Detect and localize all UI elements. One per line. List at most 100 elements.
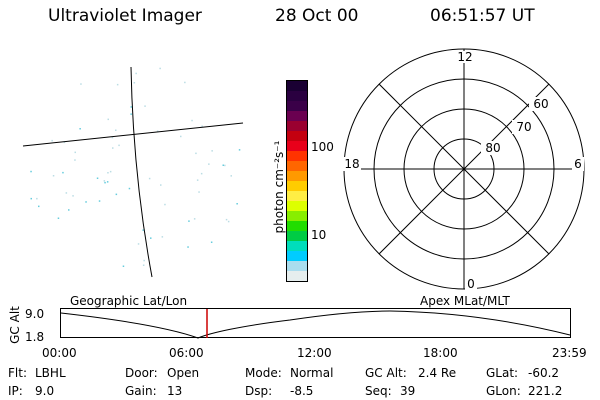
gain-value: 13 — [167, 384, 183, 398]
filter-value: LBHL — [35, 366, 66, 380]
image-speckle — [227, 220, 230, 223]
timeline-frame — [60, 308, 571, 338]
latitude-line — [22, 122, 244, 147]
timeline-xtick-0600: 06:00 — [169, 346, 204, 360]
image-speckle — [208, 163, 210, 165]
image-speckle — [72, 195, 74, 197]
image-speckle — [96, 177, 99, 179]
altitude-timeline-plot — [60, 308, 571, 339]
image-speckle — [74, 151, 76, 154]
image-speckle — [150, 237, 152, 239]
colorbar-segment — [287, 171, 307, 181]
image-speckle — [188, 220, 190, 222]
image-speckle — [36, 197, 38, 200]
mlt-label-12: 12 — [457, 50, 472, 64]
colorbar-segment — [287, 231, 307, 241]
image-speckle — [230, 175, 232, 177]
image-speckle — [133, 82, 136, 84]
lat-label-80: 80 — [485, 141, 500, 155]
mlt-label-18: 18 — [344, 157, 359, 171]
image-speckle — [128, 187, 131, 190]
image-speckle — [198, 191, 200, 193]
image-speckle — [191, 119, 193, 122]
colorbar-segment — [287, 201, 307, 211]
image-speckle — [222, 164, 224, 166]
image-speckle — [52, 175, 55, 177]
image-speckle — [200, 172, 203, 175]
gcalt-value: 2.4 Re — [418, 366, 457, 380]
image-speckle — [193, 218, 196, 220]
instrument-title: Ultraviolet Imager — [48, 6, 202, 26]
image-speckle — [63, 141, 66, 144]
image-speckle — [148, 177, 151, 180]
colorbar-segment — [287, 161, 307, 171]
image-speckle — [160, 184, 162, 186]
ip-label: IP: — [8, 384, 23, 398]
seq-label: Seq: — [365, 384, 392, 398]
image-speckle — [68, 209, 70, 211]
image-speckle — [180, 135, 182, 138]
image-speckle — [79, 128, 81, 130]
filter-label: Flt: — [8, 366, 27, 380]
image-speckle — [130, 113, 132, 115]
mlt-label-6: 6 — [574, 157, 582, 171]
image-speckle — [184, 81, 186, 84]
glat-label: GLat: — [486, 366, 519, 380]
image-speckle — [122, 265, 125, 267]
timeline-xtick-1800: 18:00 — [423, 346, 458, 360]
door-value: Open — [167, 366, 200, 380]
timeline-xtick-1200: 12:00 — [297, 346, 332, 360]
mode-value: Normal — [290, 366, 334, 380]
image-speckle — [156, 130, 159, 132]
colorbar-segment — [287, 141, 307, 151]
timeline-ytick-low: 1.8 — [25, 330, 45, 344]
timeline-ylabel: GC Alt — [8, 306, 22, 344]
image-speckle — [112, 147, 114, 149]
colorbar-segment — [287, 91, 307, 101]
gain-label: Gain: — [125, 384, 157, 398]
image-speckle — [85, 201, 87, 203]
colorbar-segment — [287, 151, 307, 161]
dsp-value: -8.5 — [290, 384, 314, 398]
image-speckle — [109, 170, 112, 173]
image-speckle — [201, 125, 203, 127]
colorbar-segment — [287, 131, 307, 141]
longitude-line — [130, 66, 153, 278]
image-speckle — [107, 172, 109, 174]
colorbar-segment — [287, 111, 307, 121]
colorbar-segment — [287, 81, 307, 91]
colorbar-segment — [287, 241, 307, 251]
colorbar-segment — [287, 251, 307, 261]
mode-label: Mode: — [245, 366, 282, 380]
image-speckle — [142, 264, 145, 266]
image-speckle — [115, 129, 117, 131]
image-speckle — [211, 150, 213, 152]
image-speckle — [224, 164, 226, 167]
mlt-label-0: 0 — [467, 277, 475, 291]
image-speckle — [161, 236, 164, 238]
colorbar-segment — [287, 271, 307, 281]
image-speckle — [130, 106, 132, 108]
timeline-xtick-2359: 23:59 — [552, 346, 587, 360]
image-speckle — [137, 243, 140, 245]
image-speckle — [38, 205, 40, 208]
image-speckle — [238, 149, 241, 151]
time-label: 06:51:57 UT — [430, 6, 535, 26]
image-speckle — [111, 136, 114, 139]
image-speckle — [135, 72, 137, 75]
image-speckle — [210, 241, 213, 243]
image-speckle — [225, 218, 228, 221]
colorbar-tick-10: 10 — [311, 228, 327, 242]
lat-label-60: 60 — [533, 97, 548, 111]
altitude-curve — [60, 310, 571, 339]
image-speckles — [30, 67, 241, 267]
image-speckle — [107, 118, 109, 121]
timeline-xtick-0000: 00:00 — [42, 346, 77, 360]
image-speckle — [98, 200, 101, 202]
geographic-title: Geographic Lat/Lon — [70, 294, 188, 308]
lat-label-70: 70 — [516, 120, 531, 134]
glat-value: -60.2 — [528, 366, 560, 380]
polar-diagonal-2 — [378, 83, 550, 255]
timeline-ytick-high: 9.0 — [25, 307, 45, 321]
glon-value: 221.2 — [528, 384, 563, 398]
